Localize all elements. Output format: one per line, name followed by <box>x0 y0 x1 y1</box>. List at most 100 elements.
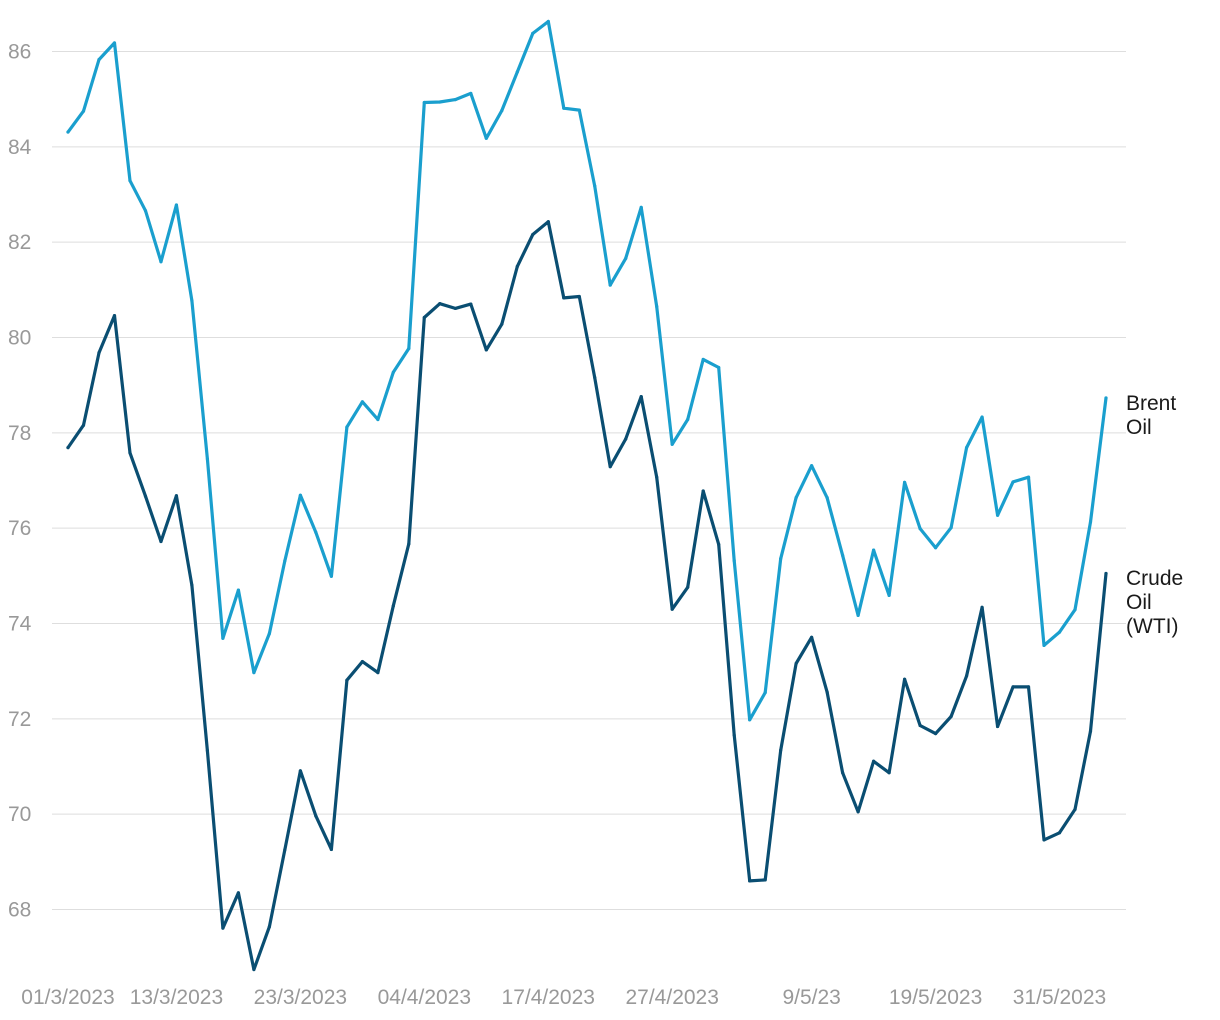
series-label-line: Crude <box>1126 567 1183 590</box>
data-point <box>825 690 829 694</box>
data-point <box>980 415 984 419</box>
data-point <box>995 513 1000 517</box>
data-point <box>933 732 938 736</box>
data-point <box>159 260 163 264</box>
data-point <box>515 70 519 74</box>
data-point <box>655 304 659 309</box>
data-point <box>376 417 380 422</box>
data-point <box>236 891 241 895</box>
data-point <box>918 723 922 728</box>
data-point <box>872 759 876 763</box>
data-point <box>422 100 426 105</box>
x-tick-label: 27/4/2023 <box>625 986 718 1009</box>
data-point <box>701 357 705 362</box>
y-tick-label: 82 <box>8 231 31 254</box>
data-point <box>469 302 473 306</box>
x-tick-label: 9/5/23 <box>782 986 840 1009</box>
x-tick-label: 31/5/2023 <box>1013 986 1106 1009</box>
data-point <box>887 593 891 597</box>
y-tick-label: 78 <box>8 422 31 445</box>
data-point <box>298 493 302 497</box>
series-label-line: Oil <box>1126 416 1152 439</box>
data-point <box>608 283 612 287</box>
x-tick-label: 01/3/2023 <box>21 986 114 1009</box>
series-line-brent-oil <box>66 19 1108 722</box>
data-point <box>159 539 163 544</box>
data-point <box>748 879 752 883</box>
data-point <box>794 496 798 500</box>
data-point <box>577 294 581 299</box>
data-point <box>670 442 674 446</box>
data-point <box>515 264 519 269</box>
y-tick-label: 74 <box>8 613 32 636</box>
data-point <box>360 660 364 664</box>
data-point <box>902 480 907 485</box>
data-point <box>732 733 736 737</box>
data-point <box>329 847 333 852</box>
y-tick-label: 70 <box>8 803 31 826</box>
data-point <box>593 184 597 188</box>
data-point <box>391 604 395 608</box>
data-point <box>980 605 984 609</box>
data-point <box>190 299 194 303</box>
data-point <box>314 814 318 818</box>
data-point <box>407 346 411 351</box>
data-point <box>949 526 953 530</box>
data-point <box>964 446 969 450</box>
series-label-line: Oil <box>1126 591 1152 614</box>
data-point <box>608 465 612 469</box>
data-point <box>453 306 457 311</box>
data-point <box>1026 475 1031 479</box>
data-point <box>81 109 86 113</box>
data-point <box>190 583 194 587</box>
x-tick-label: 04/4/2023 <box>378 986 471 1009</box>
data-point <box>577 108 581 112</box>
data-point <box>717 542 721 546</box>
data-point <box>174 494 179 498</box>
data-point <box>1073 807 1077 812</box>
y-tick-label: 86 <box>8 41 31 64</box>
data-point <box>283 847 287 852</box>
data-point <box>779 557 783 561</box>
data-point <box>624 256 628 260</box>
data-point <box>639 205 643 209</box>
series-label-line: (WTI) <box>1126 615 1178 638</box>
data-point <box>531 232 535 237</box>
data-point <box>143 209 148 213</box>
data-point <box>1026 685 1031 689</box>
data-point <box>407 542 411 546</box>
data-point <box>500 109 504 113</box>
data-point <box>949 714 953 719</box>
data-point <box>670 607 674 611</box>
data-point <box>794 661 798 666</box>
data-point <box>872 548 876 552</box>
data-point <box>66 446 70 450</box>
data-point <box>593 375 597 380</box>
data-point <box>1104 396 1108 400</box>
y-tick-label: 72 <box>8 708 31 731</box>
data-point <box>1057 831 1062 835</box>
data-point <box>112 41 117 45</box>
data-point <box>298 769 302 773</box>
data-point <box>128 451 132 455</box>
data-point <box>236 588 241 592</box>
data-point <box>81 423 86 427</box>
data-point <box>97 58 101 62</box>
data-point <box>841 771 845 775</box>
x-tick-label: 19/5/2023 <box>889 986 982 1009</box>
data-point <box>221 636 225 640</box>
data-point <box>763 878 767 882</box>
data-point <box>376 670 380 675</box>
data-point <box>655 475 659 479</box>
data-point <box>267 631 272 636</box>
data-point <box>205 749 210 753</box>
x-axis-tick-labels: 01/3/2023 13/3/2023 23/3/2023 04/4/2023 17/4… <box>21 986 1106 1009</box>
data-point <box>748 718 752 722</box>
data-point <box>97 351 101 355</box>
data-point <box>422 315 426 320</box>
data-point <box>1011 480 1015 484</box>
data-point <box>639 395 643 399</box>
data-point <box>995 724 1000 729</box>
series-line-crude-oil-wti <box>66 220 1108 972</box>
data-point <box>1042 838 1046 842</box>
